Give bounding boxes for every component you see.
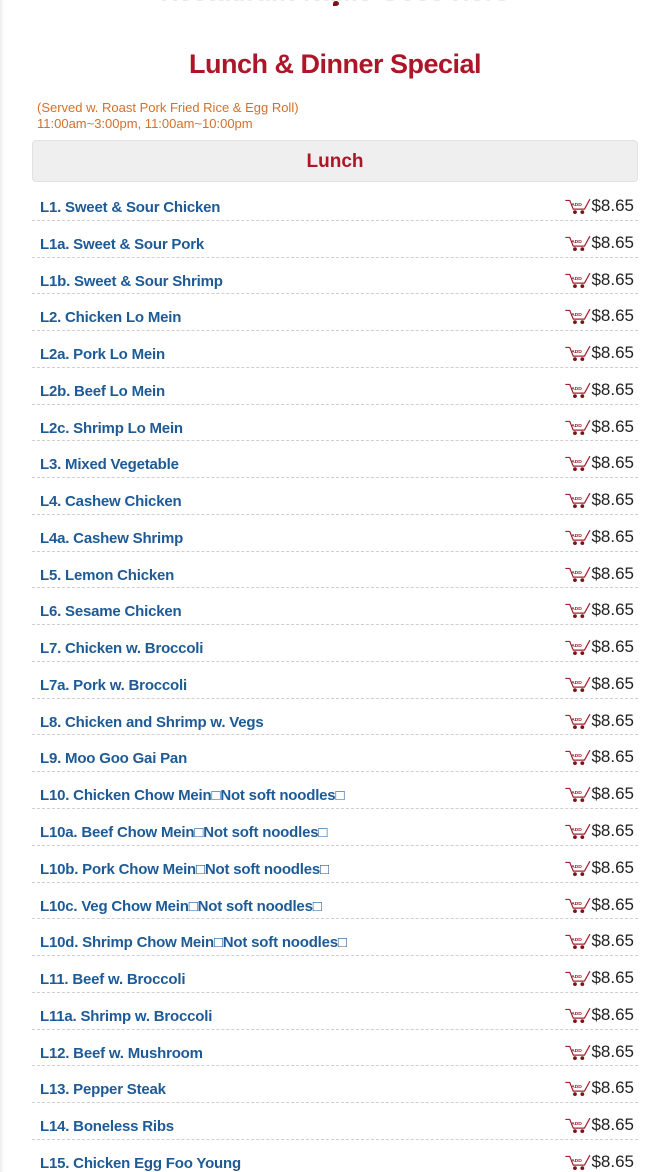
svg-text:ADD: ADD (571, 570, 582, 576)
svg-text:ADD: ADD (571, 349, 582, 355)
svg-text:ADD: ADD (571, 901, 582, 907)
svg-text:ADD: ADD (571, 202, 582, 208)
svg-text:ADD: ADD (571, 459, 582, 465)
svg-text:ADD: ADD (571, 386, 582, 392)
svg-text:ADD: ADD (571, 1048, 582, 1054)
svg-text:ADD: ADD (571, 974, 582, 980)
svg-text:ADD: ADD (571, 717, 582, 723)
svg-text:ADD: ADD (571, 937, 582, 943)
svg-text:ADD: ADD (571, 496, 582, 502)
svg-text:ADD: ADD (571, 1158, 582, 1164)
svg-text:ADD: ADD (571, 606, 582, 612)
svg-text:ADD: ADD (571, 1084, 582, 1090)
svg-text:ADD: ADD (571, 754, 582, 760)
svg-text:ADD: ADD (571, 312, 582, 318)
svg-text:ADD: ADD (571, 1121, 582, 1127)
svg-text:ADD: ADD (571, 533, 582, 539)
svg-text:ADD: ADD (571, 276, 582, 282)
svg-text:ADD: ADD (571, 680, 582, 686)
svg-text:ADD: ADD (571, 423, 582, 429)
svg-text:ADD: ADD (571, 790, 582, 796)
svg-text:ADD: ADD (571, 1011, 582, 1017)
svg-text:ADD: ADD (571, 643, 582, 649)
svg-text:ADD: ADD (571, 864, 582, 870)
svg-text:ADD: ADD (571, 239, 582, 245)
svg-text:ADD: ADD (571, 827, 582, 833)
